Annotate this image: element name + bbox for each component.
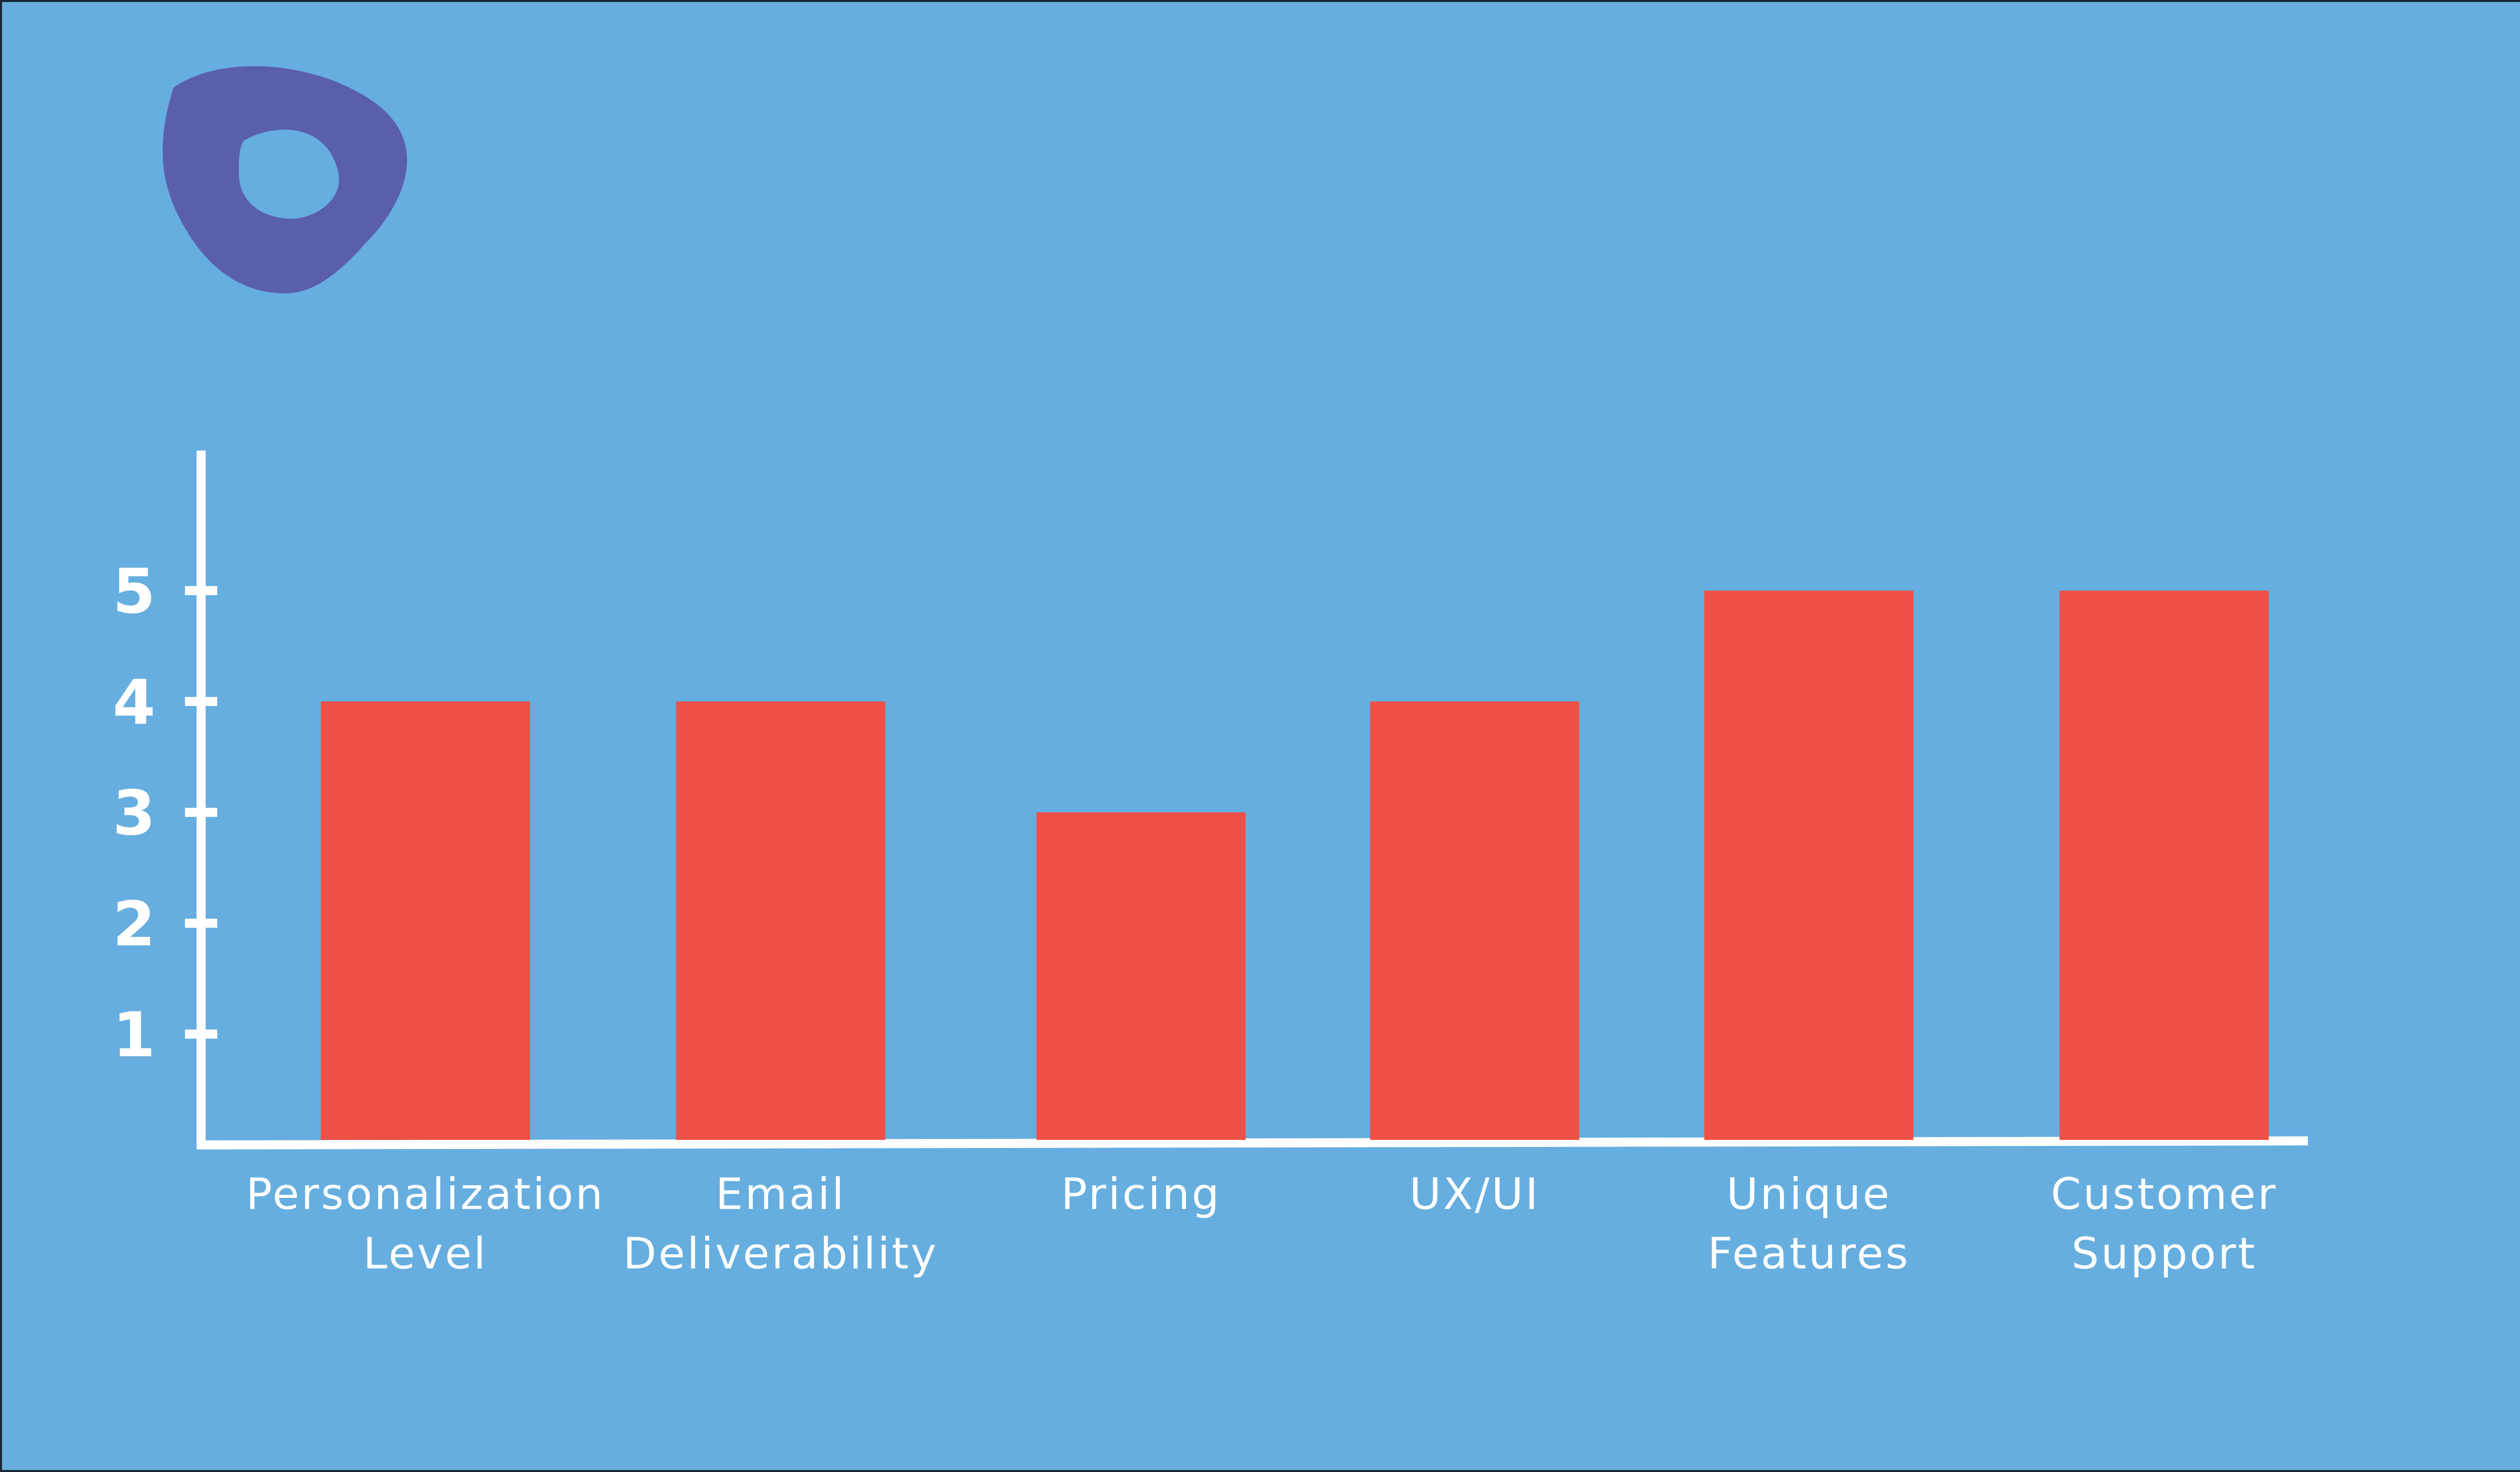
y-tick-label: 1 [113, 999, 156, 1071]
y-tick-label: 5 [113, 556, 156, 627]
bar [321, 701, 530, 1140]
x-category-label: Features [1708, 1229, 1910, 1279]
x-category-label: Email [716, 1169, 846, 1220]
x-category-label: UX/UI [1409, 1169, 1540, 1220]
bar [1036, 812, 1246, 1140]
y-tick-label: 3 [113, 778, 156, 849]
bar [2059, 591, 2269, 1140]
y-axis-ticks: 1 2 3 4 5 [113, 556, 217, 1071]
bar [1370, 701, 1580, 1140]
x-category-label: Level [363, 1229, 487, 1279]
x-category-label: Unique [1726, 1169, 1891, 1220]
bars [321, 591, 2269, 1140]
x-category-label: Deliverability [623, 1229, 938, 1279]
y-tick-label: 4 [113, 667, 156, 738]
bar [1704, 591, 1914, 1140]
bar [676, 701, 886, 1140]
x-category-label: Personalization [246, 1169, 605, 1220]
x-category-label: Pricing [1061, 1169, 1221, 1220]
x-axis-line [196, 1136, 2308, 1149]
brand-logo-icon [162, 66, 407, 294]
x-category-label: Customer [2051, 1169, 2278, 1220]
brand-logo-shape [162, 66, 407, 294]
y-tick-label: 2 [113, 888, 156, 960]
x-axis-category-labels: Personalization Level Email Deliverability P… [246, 1169, 2278, 1279]
x-category-label: Support [2071, 1229, 2257, 1279]
